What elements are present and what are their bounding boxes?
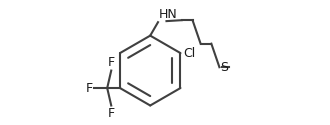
Text: F: F: [85, 82, 93, 94]
Text: F: F: [108, 107, 115, 120]
Text: S: S: [220, 61, 228, 74]
Text: HN: HN: [158, 8, 177, 21]
Text: Cl: Cl: [183, 47, 195, 60]
Text: F: F: [108, 56, 115, 69]
